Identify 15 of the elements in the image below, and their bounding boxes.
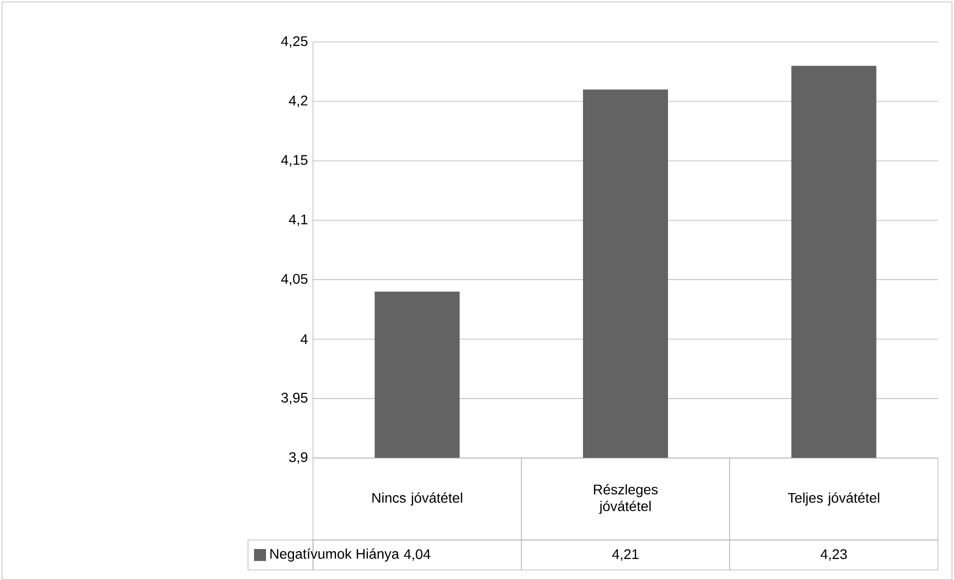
data-label: 4,04	[404, 549, 430, 561]
y-tick-label: 4,05	[281, 274, 308, 286]
y-tick-label: 4,15	[281, 155, 308, 167]
legend-label: Negatívumok Hiánya	[270, 548, 400, 562]
data-label: 4,23	[820, 549, 847, 561]
y-tick-label: 4,2	[288, 96, 308, 108]
y-tick-label: 4	[300, 334, 308, 344]
y-tick-label: 3,95	[281, 392, 308, 404]
y-tick-label: 4,25	[281, 36, 308, 48]
data-label: 4,21	[612, 549, 638, 561]
x-tick-label: Teljes jóvátétel	[788, 492, 880, 506]
x-tick-label: Nincs jóvátétel	[372, 492, 462, 506]
x-tick-label: Részleges jóvátétel	[594, 484, 658, 514]
y-tick-label: 3,9	[289, 452, 308, 464]
y-tick-label: 4,1	[288, 214, 308, 226]
